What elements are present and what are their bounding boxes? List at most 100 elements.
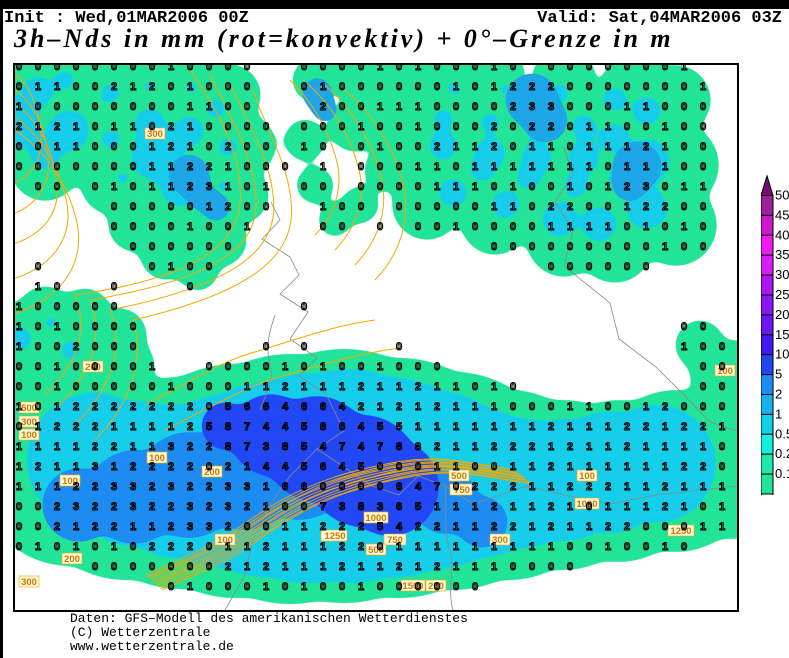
svg-text:1: 1 xyxy=(529,141,535,153)
svg-text:1: 1 xyxy=(168,381,174,393)
svg-text:0: 0 xyxy=(548,401,554,413)
svg-text:0: 0 xyxy=(605,261,611,273)
svg-text:0: 0 xyxy=(605,65,611,73)
svg-text:2: 2 xyxy=(548,121,554,133)
svg-text:1: 1 xyxy=(320,161,326,173)
svg-text:1: 1 xyxy=(453,81,459,93)
svg-text:0: 0 xyxy=(73,381,79,393)
svg-text:0: 0 xyxy=(491,221,497,233)
svg-text:0: 0 xyxy=(529,201,535,213)
svg-text:0: 0 xyxy=(244,201,250,213)
svg-text:2: 2 xyxy=(605,481,611,493)
svg-text:0: 0 xyxy=(681,141,687,153)
svg-text:0: 0 xyxy=(168,221,174,233)
svg-text:2: 2 xyxy=(73,341,79,353)
svg-text:2: 2 xyxy=(662,501,668,513)
svg-text:0: 0 xyxy=(358,161,364,173)
svg-text:1: 1 xyxy=(491,421,497,433)
svg-text:0: 0 xyxy=(168,81,174,93)
svg-text:7: 7 xyxy=(339,441,345,453)
svg-text:1: 1 xyxy=(548,161,554,173)
svg-text:0: 0 xyxy=(282,581,288,593)
svg-text:0: 0 xyxy=(111,101,117,113)
svg-text:4: 4 xyxy=(263,421,270,433)
svg-text:0: 0 xyxy=(396,341,402,353)
svg-text:7: 7 xyxy=(377,441,383,453)
svg-text:1: 1 xyxy=(149,441,155,453)
svg-text:1: 1 xyxy=(529,421,535,433)
svg-text:0: 0 xyxy=(662,101,668,113)
svg-text:0: 0 xyxy=(320,141,326,153)
svg-text:1: 1 xyxy=(263,581,269,593)
svg-text:25: 25 xyxy=(775,287,789,302)
svg-text:2: 2 xyxy=(54,121,60,133)
svg-text:7: 7 xyxy=(320,501,326,513)
svg-text:1: 1 xyxy=(320,561,326,573)
svg-text:0: 0 xyxy=(700,381,706,393)
svg-text:3: 3 xyxy=(339,501,345,513)
svg-text:0: 0 xyxy=(206,381,212,393)
svg-text:2: 2 xyxy=(548,201,554,213)
svg-text:0: 0 xyxy=(339,581,345,593)
svg-text:2: 2 xyxy=(54,421,60,433)
svg-text:0: 0 xyxy=(54,341,60,353)
svg-text:0: 0 xyxy=(529,241,535,253)
svg-text:2: 2 xyxy=(415,521,421,533)
svg-text:4: 4 xyxy=(282,401,289,413)
svg-text:1: 1 xyxy=(54,81,60,93)
svg-text:0: 0 xyxy=(358,65,364,73)
svg-text:0: 0 xyxy=(700,321,706,333)
svg-text:1: 1 xyxy=(320,361,326,373)
svg-text:0: 0 xyxy=(35,321,41,333)
svg-text:2: 2 xyxy=(225,141,231,153)
svg-text:1: 1 xyxy=(605,421,611,433)
svg-text:1: 1 xyxy=(624,481,630,493)
svg-text:0: 0 xyxy=(16,81,22,93)
svg-text:0: 0 xyxy=(472,201,478,213)
svg-text:2: 2 xyxy=(434,441,440,453)
svg-text:0: 0 xyxy=(396,181,402,193)
svg-text:0: 0 xyxy=(73,301,79,313)
svg-text:0: 0 xyxy=(301,361,307,373)
svg-text:2: 2 xyxy=(548,461,554,473)
svg-text:0: 0 xyxy=(510,561,516,573)
svg-text:1: 1 xyxy=(472,181,478,193)
svg-text:1: 1 xyxy=(719,521,725,533)
svg-text:0: 0 xyxy=(130,101,136,113)
svg-text:0: 0 xyxy=(586,181,592,193)
svg-text:1: 1 xyxy=(567,421,573,433)
svg-text:1: 1 xyxy=(54,401,60,413)
svg-text:2: 2 xyxy=(168,121,174,133)
svg-text:15: 15 xyxy=(775,327,789,342)
svg-text:2: 2 xyxy=(168,461,174,473)
svg-text:0: 0 xyxy=(149,201,155,213)
svg-text:0: 0 xyxy=(719,381,725,393)
svg-text:6: 6 xyxy=(339,421,345,433)
svg-text:1: 1 xyxy=(149,181,155,193)
svg-text:1: 1 xyxy=(358,121,364,133)
svg-text:7: 7 xyxy=(244,441,250,453)
svg-text:1: 1 xyxy=(453,521,459,533)
svg-text:6: 6 xyxy=(282,481,288,493)
svg-text:1: 1 xyxy=(605,181,611,193)
svg-text:2: 2 xyxy=(491,141,497,153)
svg-text:2: 2 xyxy=(282,381,288,393)
svg-text:3: 3 xyxy=(92,461,98,473)
svg-text:5: 5 xyxy=(775,367,782,382)
svg-text:1: 1 xyxy=(301,521,307,533)
svg-text:1: 1 xyxy=(643,221,649,233)
svg-text:0: 0 xyxy=(662,81,668,93)
svg-text:2: 2 xyxy=(320,101,326,113)
svg-text:1: 1 xyxy=(320,81,326,93)
svg-text:1: 1 xyxy=(662,541,668,553)
svg-text:1: 1 xyxy=(662,121,668,133)
svg-text:0: 0 xyxy=(16,361,22,373)
svg-text:1: 1 xyxy=(548,481,554,493)
svg-text:0: 0 xyxy=(491,181,497,193)
svg-text:1: 1 xyxy=(434,161,440,173)
svg-text:0: 0 xyxy=(92,181,98,193)
svg-text:2: 2 xyxy=(548,501,554,513)
svg-text:1: 1 xyxy=(567,161,573,173)
svg-text:0: 0 xyxy=(719,341,725,353)
svg-text:1: 1 xyxy=(54,361,60,373)
